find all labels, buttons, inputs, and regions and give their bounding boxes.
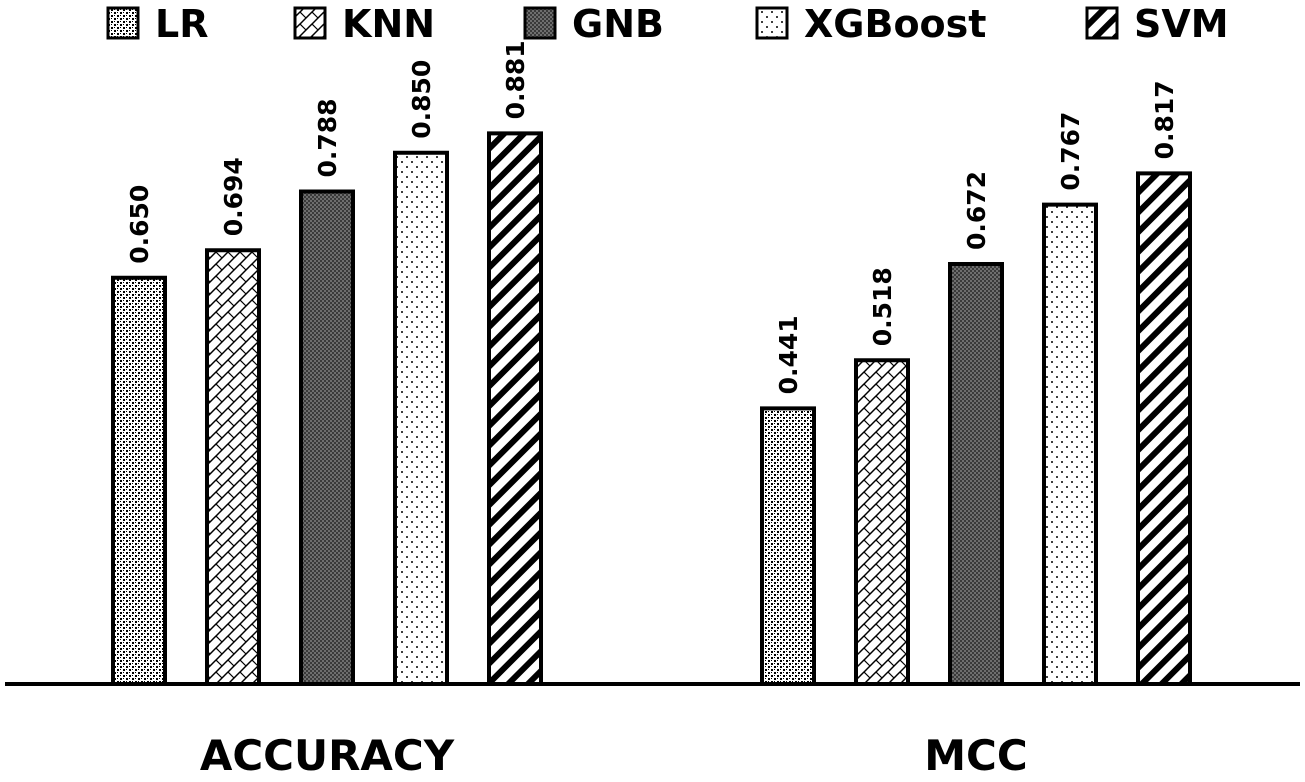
value-label-accuracy-xgboost: 0.850 xyxy=(407,60,436,139)
legend-swatch-gnb xyxy=(523,6,557,40)
bars-group xyxy=(111,131,1192,686)
bar-mcc-knn xyxy=(854,358,910,686)
legend-swatch-lr xyxy=(106,6,140,40)
value-label-accuracy-svm: 0.881 xyxy=(501,40,530,119)
legend-item-xgboost: XGBoost xyxy=(755,2,986,46)
bar-accuracy-svm xyxy=(487,131,543,686)
legend-item-gnb: GNB xyxy=(523,2,664,46)
axes-group: ACCURACY MCC xyxy=(5,682,1300,780)
bar-accuracy-xgboost xyxy=(393,150,449,686)
bar-accuracy-knn xyxy=(205,248,261,686)
bar-accuracy-lr xyxy=(111,275,167,686)
value-label-accuracy-lr: 0.650 xyxy=(125,185,154,264)
legend-item-svm: SVM xyxy=(1085,2,1229,46)
bar-mcc-xgboost xyxy=(1042,202,1098,686)
category-label-accuracy: ACCURACY xyxy=(200,731,455,778)
bar-mcc-gnb xyxy=(948,262,1004,686)
value-label-accuracy-knn: 0.694 xyxy=(219,157,248,236)
legend-swatch-svm xyxy=(1085,6,1119,40)
bar-mcc-lr xyxy=(760,406,816,686)
legend: LR KNN GNB XGBoost SVM xyxy=(106,2,1229,46)
legend-label-xgboost: XGBoost xyxy=(804,2,986,46)
value-labels-group: 0.650 0.694 0.788 0.850 0.881 0.441 0.518 0.672… xyxy=(125,40,1179,394)
legend-swatch-knn xyxy=(293,6,327,40)
category-label-mcc: MCC xyxy=(924,731,1027,778)
value-label-mcc-gnb: 0.672 xyxy=(962,171,991,250)
value-label-mcc-svm: 0.817 xyxy=(1150,80,1179,159)
legend-item-knn: KNN xyxy=(293,2,435,46)
value-label-mcc-knn: 0.518 xyxy=(868,267,897,346)
legend-item-lr: LR xyxy=(106,2,208,46)
legend-label-gnb: GNB xyxy=(572,2,664,46)
bar-mcc-svm xyxy=(1136,171,1192,686)
value-label-mcc-xgboost: 0.767 xyxy=(1056,112,1085,191)
legend-label-lr: LR xyxy=(155,2,208,46)
value-label-mcc-lr: 0.441 xyxy=(774,315,803,394)
bar-accuracy-gnb xyxy=(299,189,355,686)
legend-label-knn: KNN xyxy=(342,2,435,46)
value-label-accuracy-gnb: 0.788 xyxy=(313,98,342,177)
legend-swatch-xgboost xyxy=(755,6,789,40)
legend-label-svm: SVM xyxy=(1134,2,1229,46)
